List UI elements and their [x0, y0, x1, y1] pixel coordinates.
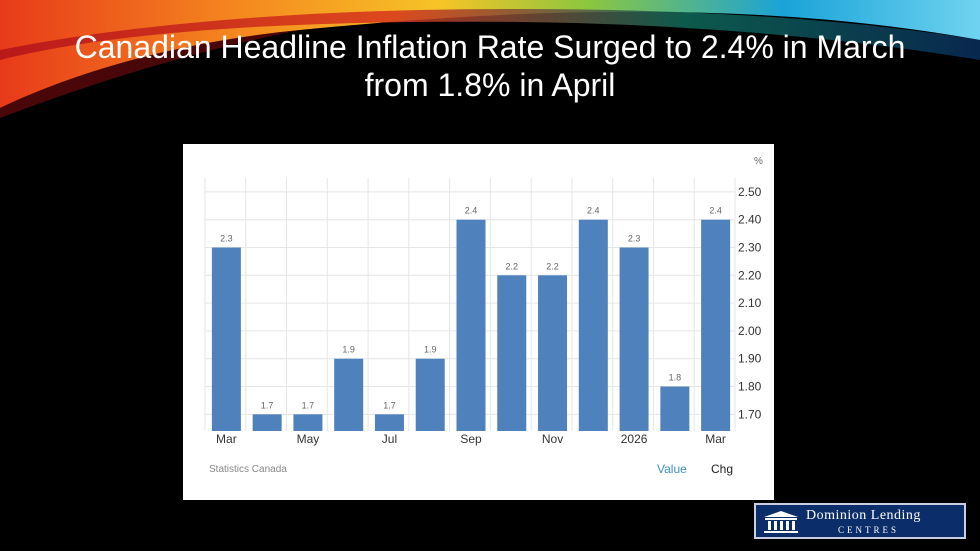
y-tick-label: 2.40 [738, 213, 762, 227]
x-tick-label: Sep [460, 432, 482, 446]
bar-may-2[interactable] [293, 414, 323, 431]
y-tick-label: 2.10 [738, 296, 762, 310]
y-unit-label: % [754, 156, 763, 167]
dominion-lending-logo: Dominion Lending CENTRES [754, 503, 966, 539]
bar-dec-9[interactable] [578, 219, 608, 431]
chart-panel: 2.50 2.40 2.30 2.20 2.10 2.00 1.90 1.80 1.70% 2.3… [183, 144, 774, 500]
bar-jul-4[interactable] [374, 414, 404, 431]
title-swoosh-decoration [0, 0, 980, 118]
logo-subtitle: CENTRES [838, 525, 900, 535]
bar-nov-8[interactable] [538, 275, 568, 431]
value-toggle[interactable]: Value [657, 462, 687, 476]
data-label: 1.9 [342, 345, 355, 355]
data-label: 2.4 [587, 206, 600, 216]
x-tick-label: Mar [216, 432, 237, 446]
slide-title-line-1: Canadian Headline Inflation Rate Surged … [74, 29, 906, 65]
chart-source: Statistics Canada [209, 464, 287, 475]
bar-jun-3[interactable] [334, 358, 364, 431]
logo-name: Dominion Lending [806, 508, 921, 523]
data-label: 2.3 [628, 234, 641, 244]
bar-sep-6[interactable] [456, 219, 486, 431]
slide-title-line-2: from 1.8% in April [364, 67, 616, 103]
data-label: 2.4 [709, 206, 722, 216]
data-label: 1.7 [383, 400, 396, 410]
x-tick-label: May [297, 432, 320, 446]
bar-apr-1[interactable] [252, 414, 282, 431]
data-label: 2.3 [220, 234, 233, 244]
y-tick-label: 2.00 [738, 324, 762, 338]
bar-oct-7[interactable] [497, 275, 527, 431]
y-tick-label: 2.50 [738, 185, 762, 199]
x-tick-label: Jul [382, 432, 397, 446]
inflation-bar-chart: 2.50 2.40 2.30 2.20 2.10 2.00 1.90 1.80 1.70% 2.3… [204, 156, 763, 446]
building-icon [764, 511, 798, 533]
x-tick-label: 2026 [621, 432, 648, 446]
y-tick-label: 1.70 [738, 407, 762, 421]
data-label: 1.7 [261, 400, 274, 410]
x-tick-label: Mar [705, 432, 726, 446]
y-tick-label: 1.80 [738, 380, 762, 394]
bar-aug-5[interactable] [415, 358, 445, 431]
data-label: 2.2 [506, 261, 519, 271]
data-label: 1.9 [424, 345, 437, 355]
bar-mar-12[interactable] [701, 219, 731, 431]
x-tick-label: Nov [542, 432, 563, 446]
bar-feb-11[interactable] [660, 386, 690, 431]
slide-title: Canadian Headline Inflation Rate Surged … [0, 28, 980, 104]
bar-mar-0[interactable] [211, 247, 241, 431]
y-tick-label: 2.20 [738, 268, 762, 282]
chg-toggle[interactable]: Chg [711, 462, 734, 476]
y-tick-label: 1.90 [738, 352, 762, 366]
data-label: 1.7 [302, 400, 315, 410]
bar-2026-10[interactable] [619, 247, 649, 431]
data-label: 2.4 [465, 206, 478, 216]
data-label: 1.8 [669, 373, 682, 383]
y-tick-label: 2.30 [738, 241, 762, 255]
data-label: 2.2 [546, 261, 559, 271]
